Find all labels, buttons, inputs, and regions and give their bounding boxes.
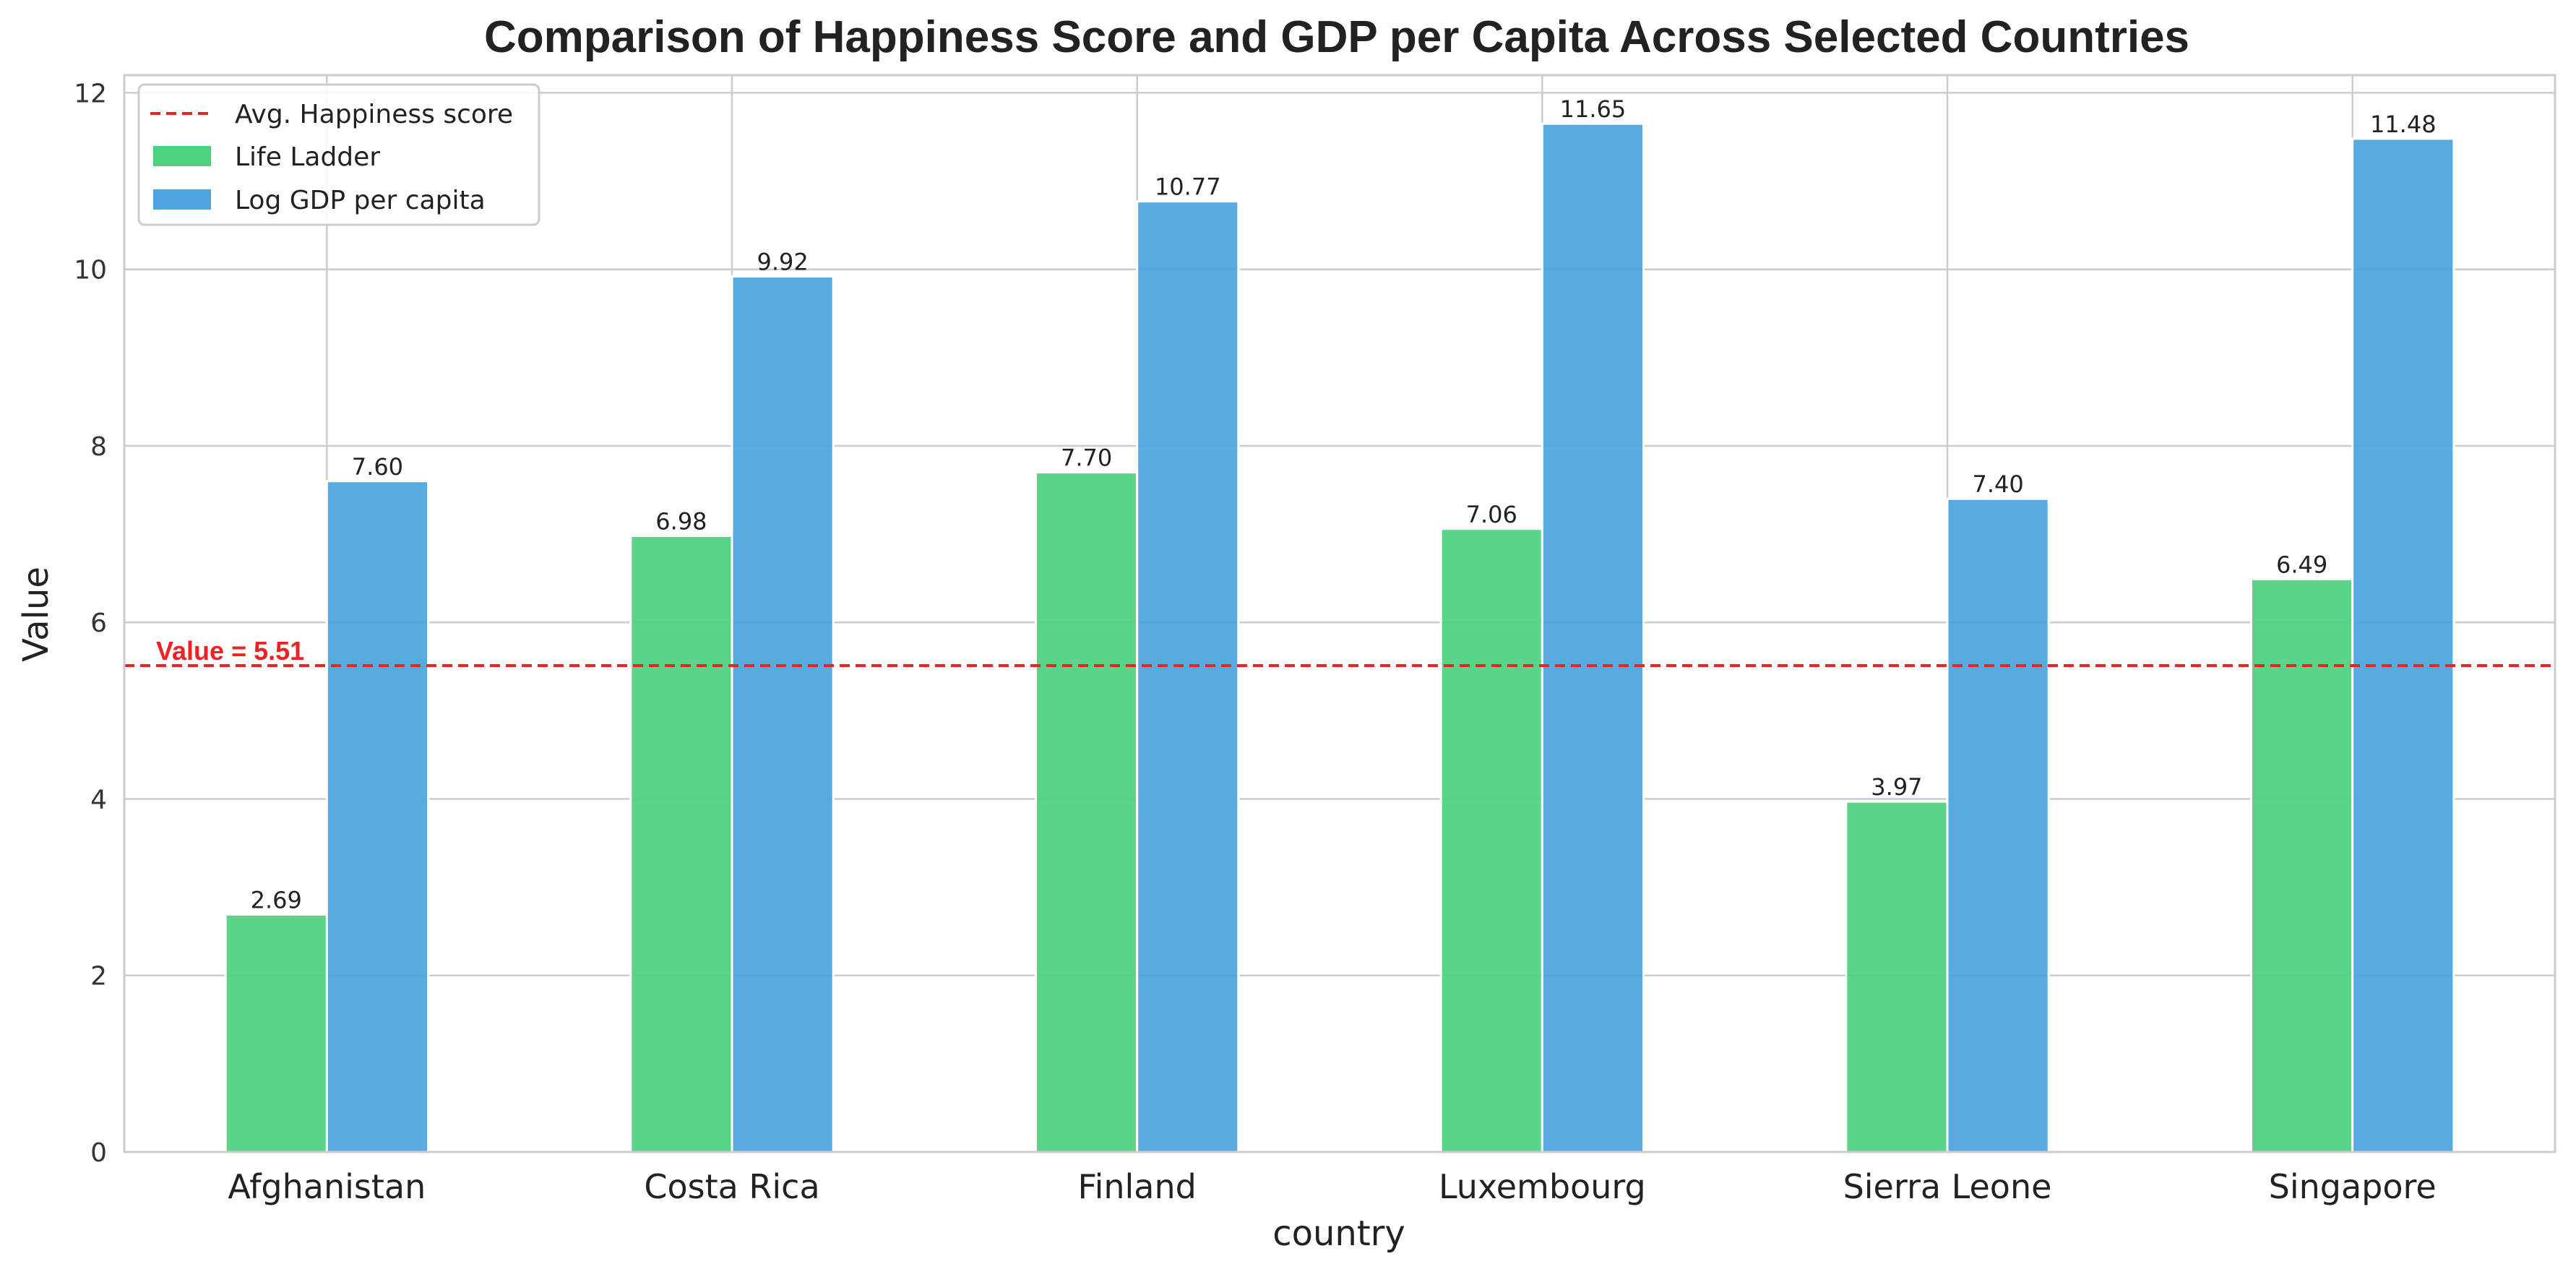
legend-box bbox=[137, 83, 540, 226]
bar-log-gdp-luxembourg bbox=[1541, 122, 1645, 1153]
y-tick-label: 12 bbox=[74, 79, 107, 108]
data-label-log-gdp-costa-rica: 9.92 bbox=[757, 248, 808, 275]
bar-log-gdp-singapore bbox=[2351, 137, 2455, 1153]
data-label-log-gdp-singapore: 11.48 bbox=[2370, 111, 2437, 138]
reference-line-group: Value = 5.51 bbox=[124, 636, 2555, 668]
x-tick-label-luxembourg: Luxembourg bbox=[1439, 1167, 1646, 1206]
bar-life-ladder-luxembourg bbox=[1439, 528, 1543, 1153]
bar-life-ladder-sierra-leone bbox=[1845, 800, 1949, 1153]
data-label-log-gdp-afghanistan: 7.60 bbox=[352, 453, 403, 481]
legend-swatch-life-ladder bbox=[153, 146, 211, 166]
data-label-log-gdp-sierra-leone: 7.40 bbox=[1972, 470, 2023, 498]
legend-swatch-log-gdp bbox=[153, 189, 211, 210]
bar-life-ladder-singapore bbox=[2250, 577, 2354, 1153]
y-tick-label: 8 bbox=[90, 432, 107, 462]
data-label-life-ladder-finland: 7.70 bbox=[1061, 444, 1112, 472]
data-labels: 2.69 6.98 7.70 7.06 3.97 6.49 7.60 9.92 10.77 11.… bbox=[251, 95, 2437, 913]
legend-label-log-gdp: Log GDP per capita bbox=[235, 186, 486, 215]
y-tick-label: 0 bbox=[90, 1138, 107, 1168]
bar-log-gdp-afghanistan bbox=[325, 480, 430, 1153]
x-tick-labels: Afghanistan Costa Rica Finland Luxembourg Si… bbox=[228, 1167, 2436, 1206]
x-tick-label-afghanistan: Afghanistan bbox=[228, 1167, 426, 1206]
data-label-life-ladder-afghanistan: 2.69 bbox=[251, 886, 302, 913]
bar-life-ladder-afghanistan bbox=[224, 913, 328, 1153]
data-label-log-gdp-finland: 10.77 bbox=[1155, 173, 1221, 201]
data-label-life-ladder-luxembourg: 7.06 bbox=[1466, 501, 1517, 528]
x-axis-title: country bbox=[1272, 1213, 1405, 1254]
y-tick-label: 6 bbox=[90, 609, 107, 638]
y-tick-label: 10 bbox=[74, 256, 107, 285]
reference-line-label: Value = 5.51 bbox=[156, 636, 304, 666]
x-tick-label-singapore: Singapore bbox=[2269, 1167, 2437, 1206]
data-label-life-ladder-sierra-leone: 3.97 bbox=[1871, 773, 1922, 801]
bar-log-gdp-costa-rica bbox=[731, 275, 835, 1153]
data-label-life-ladder-costa-rica: 6.98 bbox=[655, 508, 707, 536]
legend-label-reference-line: Avg. Happiness score bbox=[235, 100, 513, 129]
grid-lines bbox=[124, 75, 2555, 1153]
legend-label-life-ladder: Life Ladder bbox=[235, 142, 380, 172]
data-label-log-gdp-luxembourg: 11.65 bbox=[1560, 95, 1627, 123]
data-label-life-ladder-singapore: 6.49 bbox=[2276, 551, 2327, 578]
bars bbox=[224, 122, 2455, 1153]
y-tick-label: 2 bbox=[90, 962, 107, 992]
legend: Avg. Happiness score Life Ladder Log GDP… bbox=[137, 83, 540, 226]
y-axis-title: Value bbox=[16, 567, 56, 662]
plot-frame bbox=[123, 74, 2556, 1153]
bar-log-gdp-finland bbox=[1136, 200, 1240, 1153]
y-tick-labels: 0 2 4 6 8 10 12 bbox=[74, 79, 107, 1168]
chart-title: Comparison of Happiness Score and GDP pe… bbox=[484, 12, 2189, 62]
x-tick-label-finland: Finland bbox=[1077, 1167, 1196, 1206]
x-tick-label-costa-rica: Costa Rica bbox=[644, 1167, 819, 1206]
y-tick-label: 4 bbox=[90, 785, 107, 814]
x-tick-label-sierra-leone: Sierra Leone bbox=[1843, 1167, 2052, 1206]
bar-log-gdp-sierra-leone bbox=[1946, 497, 2050, 1153]
bar-life-ladder-finland bbox=[1035, 471, 1139, 1153]
bar-life-ladder-costa-rica bbox=[629, 535, 733, 1153]
